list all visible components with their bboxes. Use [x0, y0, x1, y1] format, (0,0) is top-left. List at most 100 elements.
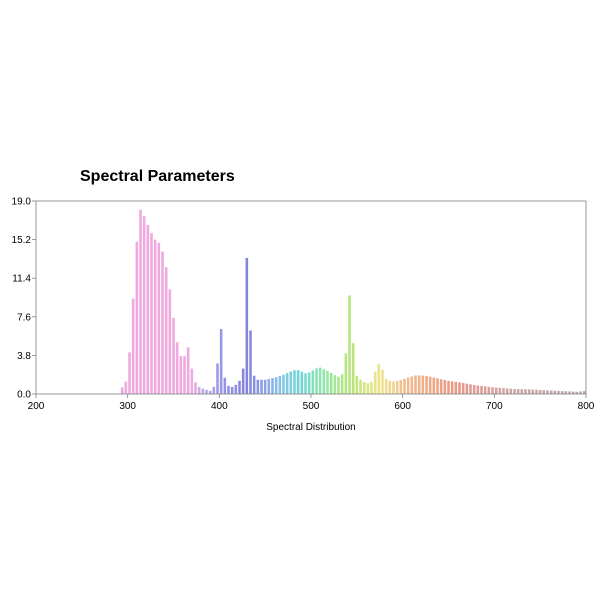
- spectral-bar: [498, 387, 502, 394]
- spectral-bar: [432, 377, 436, 394]
- spectral-bar: [326, 370, 329, 394]
- spectral-bar: [142, 216, 146, 394]
- x-tick-label: 300: [119, 401, 136, 412]
- spectral-bar: [249, 330, 252, 394]
- spectral-bar: [406, 377, 410, 394]
- spectral-bar: [359, 379, 362, 394]
- spectral-bar: [183, 356, 186, 394]
- spectral-bar: [124, 381, 128, 394]
- spectral-bar: [322, 369, 326, 394]
- x-axis-title: Spectral Distribution: [266, 422, 355, 433]
- spectral-bar: [318, 367, 322, 394]
- spectral-bar: [476, 385, 480, 394]
- spectral-bar: [337, 376, 340, 394]
- spectral-bar: [491, 387, 494, 394]
- spectral-bar: [502, 388, 505, 394]
- spectral-bar: [230, 386, 234, 394]
- spectral-bar: [362, 382, 366, 394]
- spectral-bar: [377, 364, 381, 394]
- spectral-bar: [370, 381, 373, 394]
- spectral-bar: [252, 375, 256, 394]
- spectral-bar: [531, 389, 535, 394]
- spectral-bar: [186, 347, 190, 394]
- spectral-bar: [227, 385, 230, 394]
- spectral-bar: [241, 368, 245, 394]
- y-tick-label: 19.0: [12, 197, 32, 208]
- spectral-bar: [271, 378, 274, 394]
- y-tick-label: 7.6: [17, 312, 31, 323]
- spectral-bar: [472, 385, 476, 394]
- spectral-bar: [128, 352, 131, 394]
- chart-title: Spectral Parameters: [80, 168, 235, 185]
- y-tick-label: 11.4: [12, 274, 31, 285]
- y-tick-label: 0.0: [17, 390, 31, 401]
- spectral-bar: [293, 370, 296, 394]
- spectral-bar: [388, 380, 392, 394]
- spectral-bar: [553, 390, 557, 394]
- spectral-bar: [296, 370, 300, 394]
- spectral-bar: [414, 375, 417, 394]
- spectral-bar: [300, 371, 304, 394]
- spectral-bar: [153, 239, 157, 394]
- spectral-bar: [135, 241, 139, 394]
- spectral-bar: [410, 376, 414, 394]
- spectral-bar: [285, 373, 289, 394]
- spectral-bar: [447, 380, 450, 394]
- spectral-bar: [483, 386, 487, 394]
- spectral-bar: [355, 375, 359, 394]
- spectral-bar: [560, 391, 564, 394]
- spectral-bar: [274, 377, 278, 394]
- spectral-bar: [461, 383, 465, 394]
- spectral-bar: [216, 363, 219, 394]
- x-tick-label: 700: [486, 401, 503, 412]
- spectral-bar: [307, 372, 311, 394]
- x-tick-label: 800: [578, 401, 595, 412]
- spectral-bar: [465, 383, 469, 394]
- spectral-bar: [311, 370, 315, 394]
- spectral-bar: [263, 379, 267, 394]
- spectral-bar: [245, 257, 249, 394]
- spectral-bar: [538, 389, 542, 394]
- spectral-bar: [564, 391, 568, 394]
- spectral-bar: [436, 378, 439, 394]
- spectral-bar: [150, 233, 153, 394]
- x-axis: 200 300 400 500 600 700 800: [28, 394, 595, 412]
- spectral-bar: [513, 388, 516, 394]
- spectral-bar: [194, 382, 197, 394]
- spectral-bar: [535, 389, 538, 394]
- spectral-bar: [428, 376, 432, 394]
- spectral-bar: [549, 390, 553, 394]
- spectral-bar: [197, 386, 201, 394]
- bars-layer: [120, 209, 586, 394]
- spectral-bar: [450, 381, 454, 394]
- spectral-bar: [315, 368, 318, 394]
- spectral-bar: [399, 379, 403, 394]
- spectral-bar: [282, 374, 285, 394]
- spectral-bar: [458, 382, 461, 394]
- spectral-bar: [571, 391, 575, 394]
- spectral-bar: [223, 377, 227, 394]
- spectral-bar: [157, 242, 161, 394]
- spectral-bar: [344, 353, 348, 394]
- spectral-bar: [208, 390, 212, 394]
- y-axis: 0.0 3.8 7.6 11.4 15.2 19.0: [12, 197, 36, 401]
- spectral-bar: [421, 375, 425, 394]
- spectral-bar: [568, 391, 571, 394]
- spectral-bar: [557, 390, 560, 394]
- spectral-bar: [260, 379, 263, 394]
- spectral-bar: [256, 379, 260, 394]
- spectral-bar: [516, 389, 520, 394]
- spectral-bar: [443, 379, 447, 394]
- spectral-bar: [524, 389, 527, 394]
- spectral-bar: [212, 386, 216, 394]
- spectral-bar: [238, 380, 241, 394]
- spectral-bar: [384, 378, 388, 394]
- plot-frame: [35, 200, 587, 395]
- spectral-bar: [381, 369, 384, 394]
- spectral-bar: [487, 386, 491, 394]
- spectral-bar: [520, 389, 524, 394]
- spectral-bar: [161, 251, 164, 394]
- spectral-bar: [234, 384, 238, 394]
- spectral-bar: [333, 375, 337, 394]
